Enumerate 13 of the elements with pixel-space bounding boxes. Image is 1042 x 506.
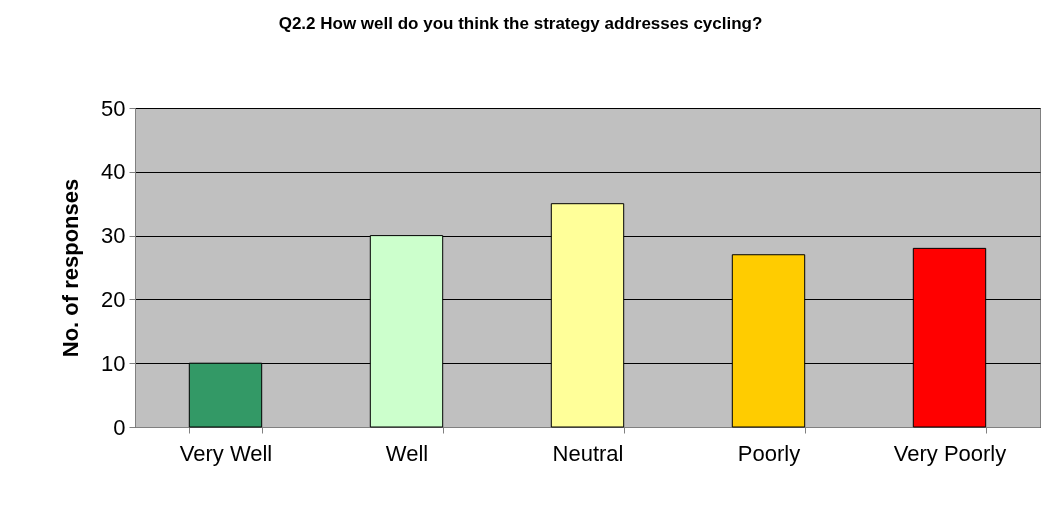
y-tick-label: 20 [101, 286, 126, 312]
x-tick-label: Poorly [737, 440, 801, 466]
y-tick-label: 30 [101, 223, 126, 249]
x-tick-label: Neutral [552, 440, 624, 466]
x-tick-label: Very Poorly [893, 440, 1007, 466]
y-axis-title: No. of responses [58, 178, 84, 358]
y-tick-label: 40 [101, 159, 126, 185]
y-tick-label: 0 [113, 414, 126, 440]
chart-title: Q2.2 How well do you think the strategy addresses cycling? [278, 14, 763, 33]
x-tick-label: Well [385, 440, 429, 466]
y-tick-label: 50 [101, 95, 126, 121]
y-tick-label: 10 [101, 350, 126, 376]
x-tick-label: Very Well [179, 440, 273, 466]
